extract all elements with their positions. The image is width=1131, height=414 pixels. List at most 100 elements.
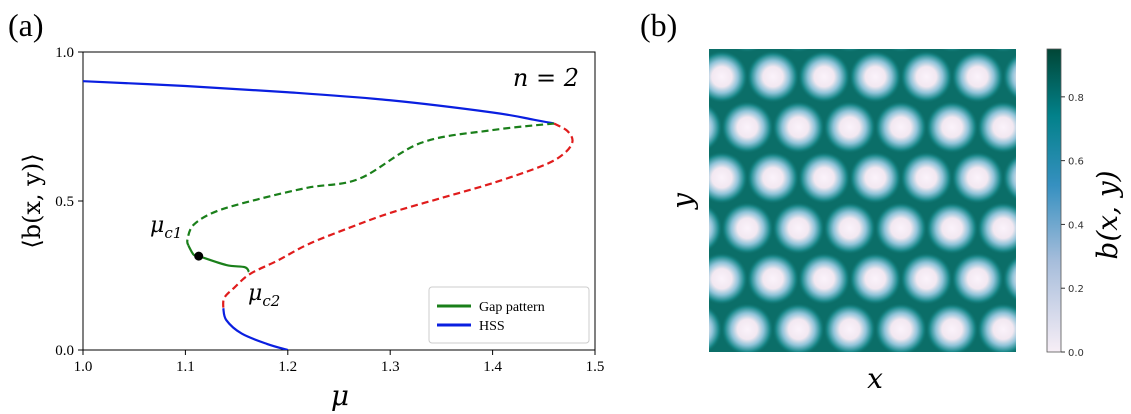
critical-point-marker — [194, 251, 204, 261]
legend-label-hss: HSS — [479, 319, 505, 334]
colorbar-tick-label: 0.4 — [1068, 220, 1084, 231]
spot-array — [644, 0, 1081, 407]
axis-ticks: 1.0 1.1 1.2 1.3 1.4 1.5 0.0 0.5 1.0 — [55, 45, 604, 375]
low-density-spot — [644, 253, 697, 306]
low-density-spot — [925, 101, 979, 154]
low-density-spot — [746, 151, 800, 205]
y-axis-label: ⟨b(x, y)⟩ — [18, 153, 46, 248]
legend: Gap pattern HSS — [428, 286, 590, 344]
low-density-spot — [951, 252, 1004, 306]
low-density-spot — [1003, 354, 1056, 407]
y-tick-label: 0.5 — [55, 194, 74, 210]
colorbar-tick-label: 0.0 — [1068, 348, 1084, 359]
panel-a-label: (a) — [8, 7, 44, 43]
low-density-spot — [1002, 154, 1016, 201]
low-density-spot — [709, 306, 723, 352]
low-density-spot — [709, 205, 723, 252]
low-density-spot — [644, 51, 697, 104]
low-density-spot — [951, 50, 1004, 104]
mu-c1-annotation: μc1 — [150, 213, 182, 242]
low-density-spot — [938, 49, 966, 53]
low-density-spot — [709, 252, 749, 306]
legend-label-gap: Gap pattern — [479, 300, 545, 315]
low-density-spot — [900, 151, 953, 205]
low-density-spot — [709, 50, 749, 104]
low-density-spot — [709, 49, 710, 50]
panel-b-heatmap: x y 0.0 0.2 0.4 0.6 0.8 b(x, y) — [644, 0, 1124, 407]
low-density-spot — [849, 50, 902, 104]
low-density-spot — [823, 202, 876, 255]
panel-a-chart: 1.0 1.1 1.2 1.3 1.4 1.50.00.51.0 μ ⟨b(x, y)⟩ … — [18, 45, 604, 412]
low-density-spot — [900, 252, 953, 306]
low-density-spot — [696, 354, 749, 407]
low-density-spot — [798, 354, 851, 407]
low-density-spot — [746, 252, 800, 306]
low-density-spot — [772, 101, 825, 154]
low-density-spot — [976, 101, 1016, 154]
series-line-0 — [83, 80, 555, 125]
low-density-spot — [1002, 255, 1016, 302]
low-density-spot — [900, 50, 953, 104]
low-density-spot — [709, 104, 723, 151]
low-density-spot — [797, 151, 851, 205]
low-density-spot — [797, 252, 851, 306]
heatmap-y-label: y — [666, 192, 699, 211]
curves — [83, 80, 574, 350]
low-density-spot — [836, 49, 863, 53]
panel-b-label: (b) — [640, 7, 677, 43]
low-density-spot — [900, 354, 953, 407]
low-density-spot — [925, 303, 979, 352]
low-density-spot — [721, 101, 774, 154]
low-density-spot — [951, 354, 1004, 407]
low-density-spot — [721, 202, 774, 255]
x-tick-label: 1.4 — [483, 359, 502, 375]
low-density-spot — [925, 202, 979, 255]
low-density-spot — [976, 303, 1016, 352]
low-density-spot — [772, 303, 825, 352]
low-density-spot — [951, 151, 1004, 205]
low-density-spot — [976, 202, 1016, 255]
n-annotation: n = 2 — [513, 64, 579, 92]
series-line-1 — [222, 308, 289, 350]
colorbar-ticks: 0.0 0.2 0.4 0.6 0.8 — [1061, 93, 1084, 359]
low-density-spot — [990, 49, 1016, 53]
x-tick-label: 1.1 — [176, 359, 195, 375]
low-density-spot — [644, 354, 697, 407]
low-density-spot — [1028, 0, 1081, 53]
low-density-spot — [849, 252, 902, 306]
colorbar-tick-label: 0.6 — [1068, 157, 1084, 168]
x-tick-label: 1.0 — [74, 359, 93, 375]
markers — [194, 251, 204, 261]
low-density-spot — [823, 101, 876, 154]
colorbar-tick-label: 0.8 — [1068, 93, 1084, 104]
legend-box — [428, 286, 590, 344]
low-density-spot — [721, 303, 774, 352]
series-line-3 — [186, 122, 555, 247]
y-tick-label: 0.0 — [55, 343, 74, 359]
low-density-spot — [709, 151, 749, 205]
low-density-spot — [747, 354, 800, 407]
y-tick-label: 1.0 — [55, 45, 74, 61]
heatmap-x-label: x — [867, 362, 883, 395]
x-tick-label: 1.2 — [278, 359, 297, 375]
colorbar — [1046, 48, 1062, 353]
series-line-4 — [187, 245, 250, 273]
colorbar-label: b(x, y) — [1091, 170, 1124, 259]
low-density-spot — [849, 151, 902, 205]
x-axis-label: μ — [331, 379, 349, 412]
low-density-spot — [797, 50, 851, 104]
x-tick-label: 1.5 — [586, 359, 605, 375]
x-tick-label: 1.3 — [381, 359, 400, 375]
low-density-spot — [874, 202, 928, 255]
low-density-spot — [874, 303, 928, 352]
low-density-spot — [734, 49, 761, 53]
colorbar-tick-label: 0.2 — [1068, 284, 1084, 295]
series-line-2 — [222, 122, 574, 309]
low-density-spot — [823, 303, 876, 352]
low-density-spot — [785, 49, 812, 53]
low-density-spot — [1002, 53, 1016, 100]
low-density-spot — [772, 202, 825, 255]
low-density-spot — [874, 101, 928, 154]
low-density-spot — [887, 49, 915, 53]
